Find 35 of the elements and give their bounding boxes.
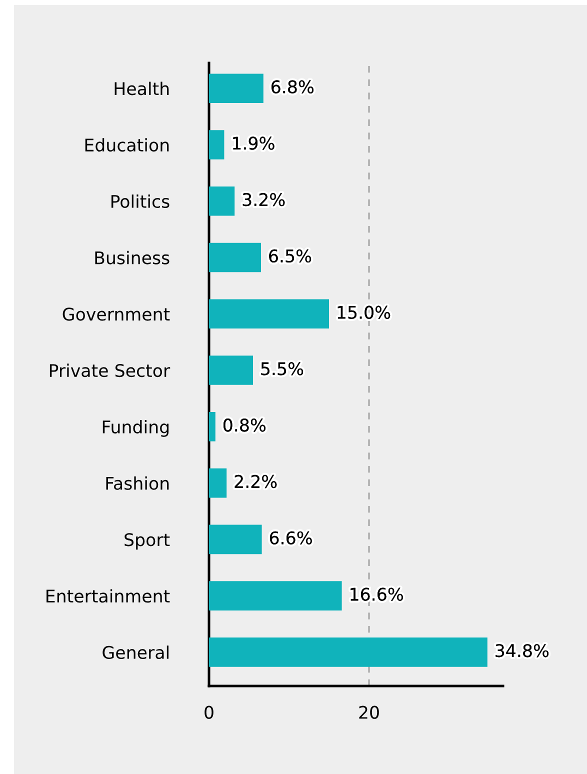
y-tick-label: Health — [114, 82, 169, 96]
data-label: 6.8% — [272, 80, 314, 94]
bar — [209, 638, 488, 667]
data-label: 5.5% — [261, 362, 304, 376]
bar — [209, 186, 235, 216]
y-tick-label: Sport — [124, 533, 170, 550]
y-tick-label: Fashion — [106, 476, 169, 490]
data-label: 0.8% — [223, 418, 266, 432]
bar — [209, 581, 342, 610]
y-tick-label: Education — [85, 138, 169, 152]
data-label: 34.8% — [496, 644, 549, 658]
bar — [209, 412, 216, 442]
x-tick-label: 0 — [204, 706, 214, 719]
bar — [209, 74, 264, 104]
data-label: 2.2% — [234, 474, 277, 488]
y-tick-label: Politics — [111, 194, 170, 208]
y-tick-label: Private Sector — [50, 364, 170, 378]
bar — [209, 242, 261, 272]
bar — [209, 356, 253, 385]
y-tick-label: Entertainment — [46, 589, 170, 603]
data-label: 6.5% — [269, 249, 312, 263]
data-label: 3.2% — [242, 193, 285, 206]
bar — [209, 468, 227, 498]
y-tick-label: Funding — [102, 420, 169, 437]
y-tick-label: Government — [62, 308, 170, 321]
bar — [209, 524, 262, 554]
data-label: 6.6% — [270, 531, 312, 544]
y-tick-label: General — [102, 646, 168, 660]
x-tick-label: 20 — [359, 706, 379, 719]
bar — [209, 130, 224, 160]
data-label: 15.0% — [338, 306, 390, 319]
data-label: 16.6% — [350, 588, 403, 601]
y-tick-label: Business — [95, 250, 170, 264]
bar — [209, 299, 329, 329]
data-label: 1.9% — [233, 136, 274, 150]
